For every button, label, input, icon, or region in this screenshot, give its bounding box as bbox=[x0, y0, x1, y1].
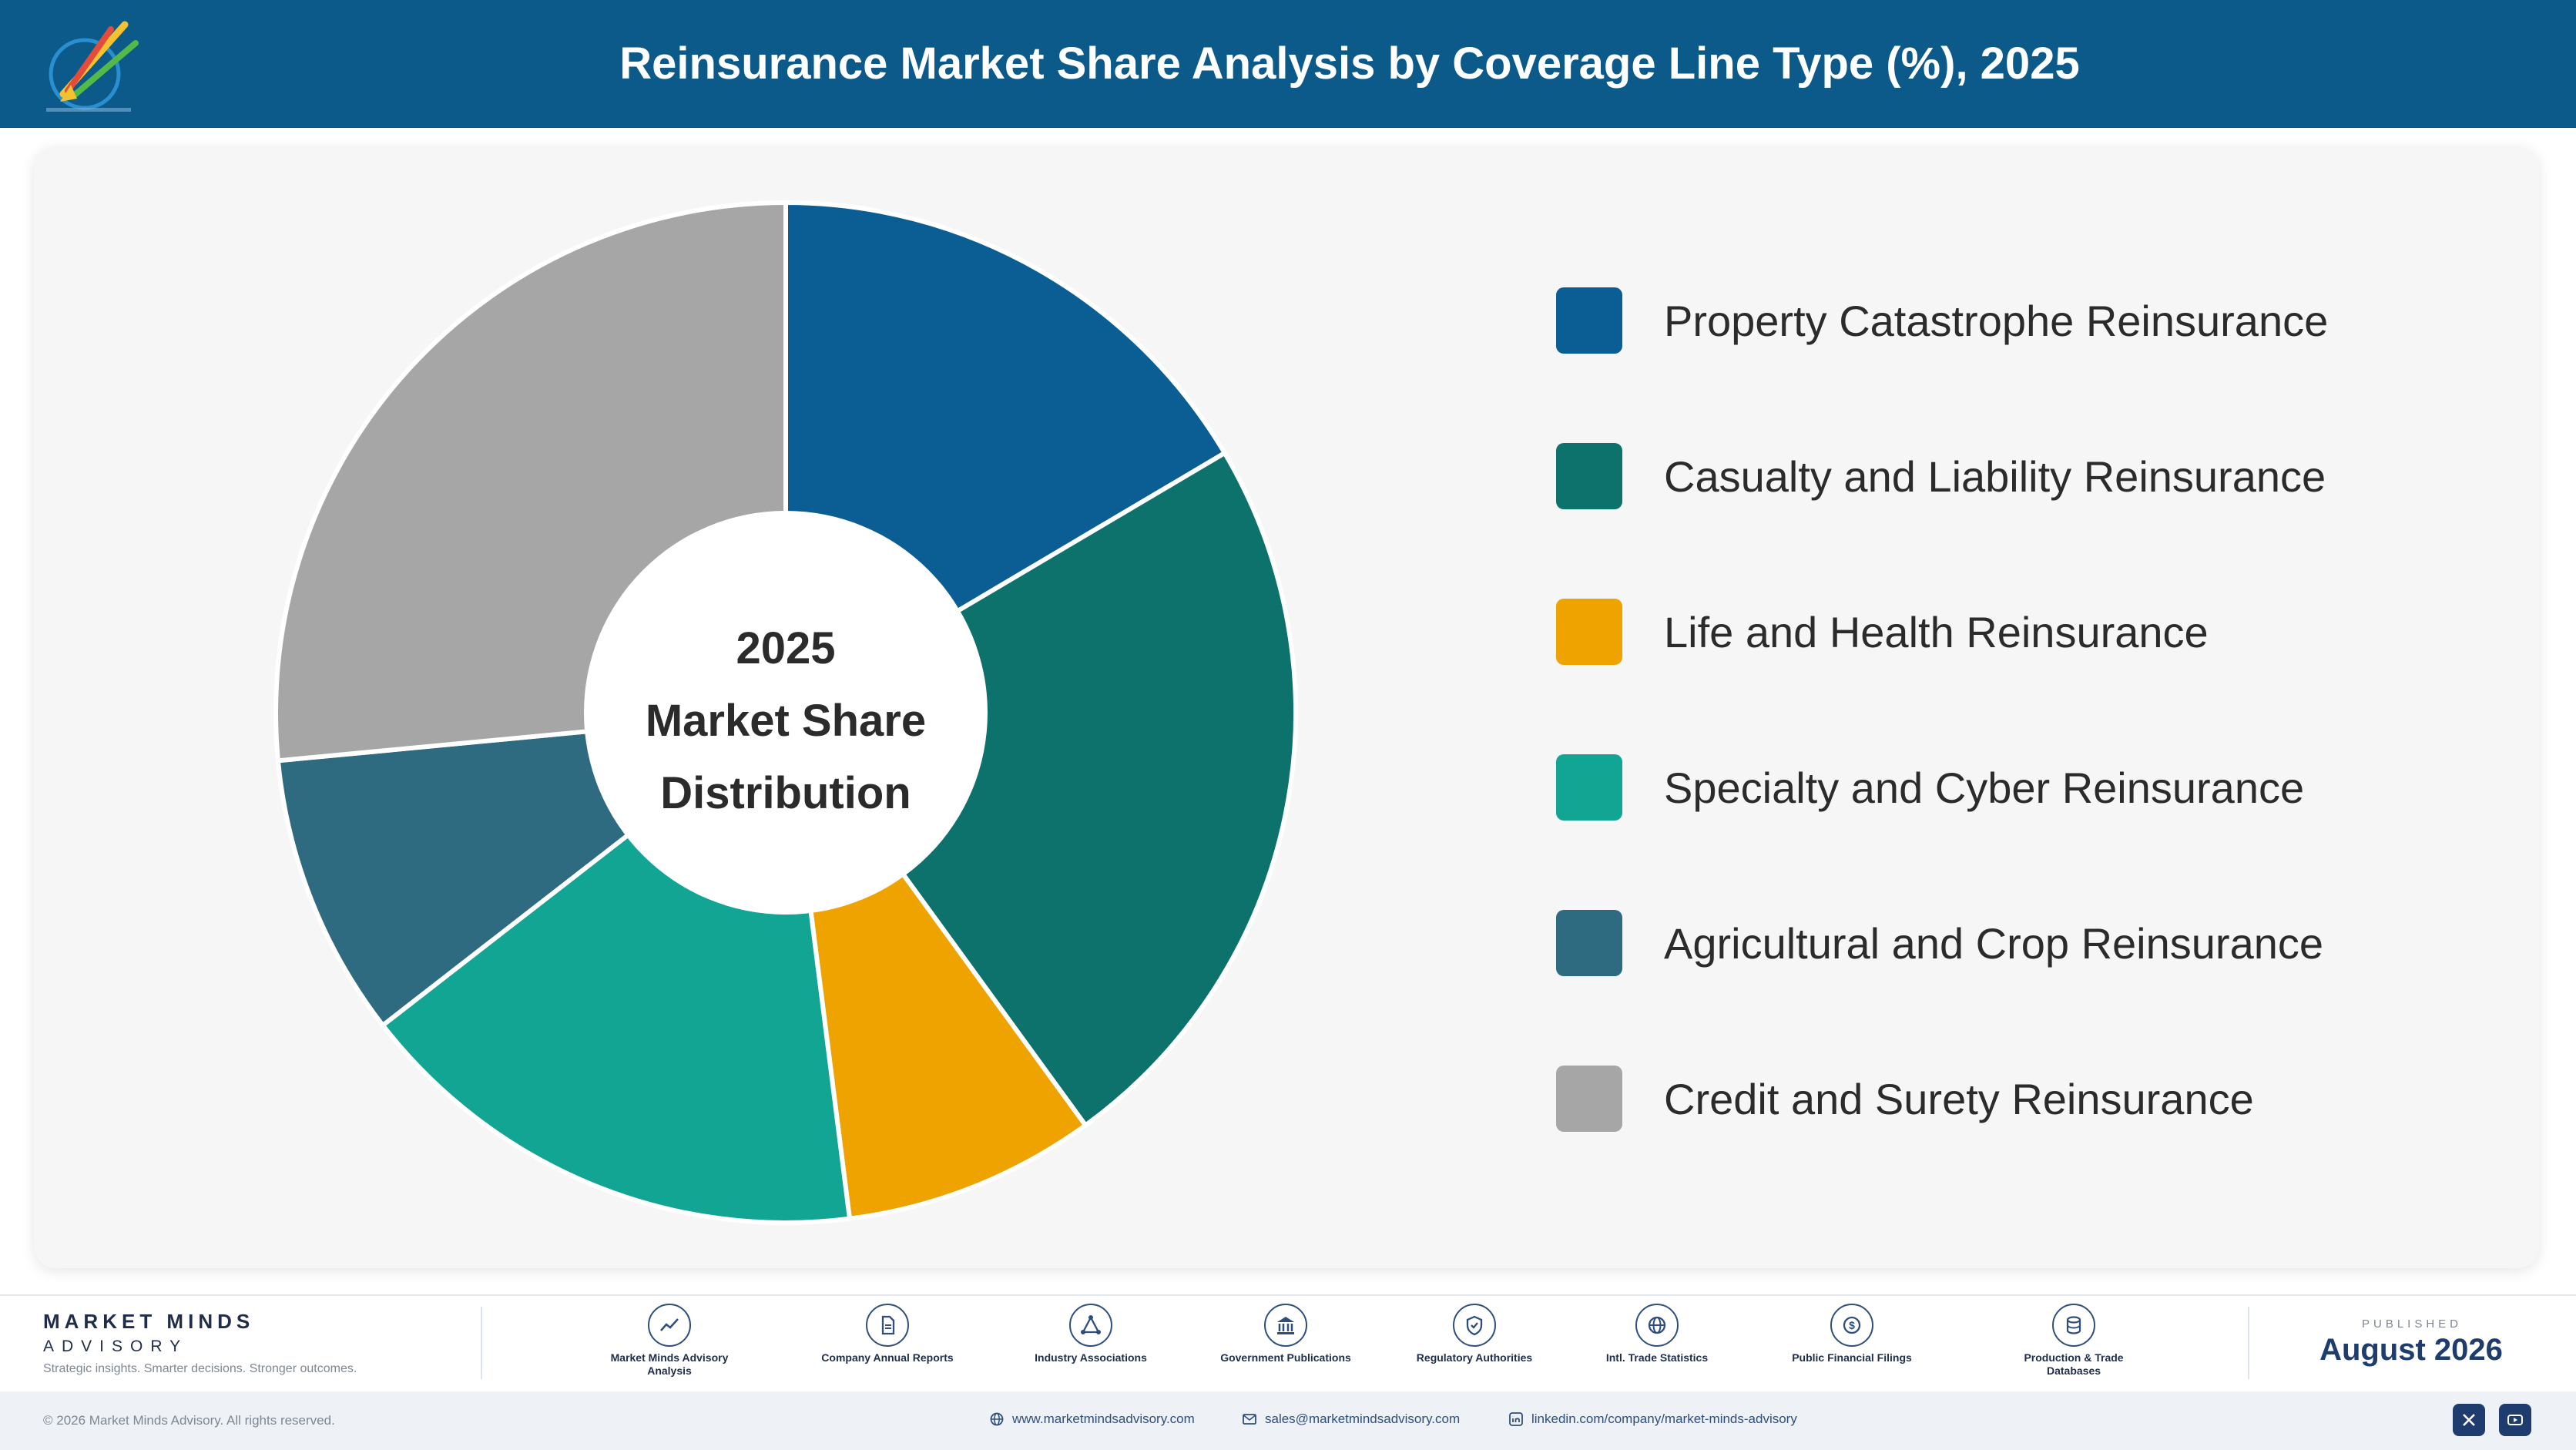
published-date: August 2026 bbox=[2319, 1333, 2503, 1367]
building-icon bbox=[1264, 1304, 1307, 1347]
legend-label: Casualty and Liability Reinsurance bbox=[1664, 451, 2326, 501]
email-link[interactable]: sales@marketmindsadvisory.com bbox=[1242, 1411, 1460, 1427]
source-label: Public Financial Filings bbox=[1792, 1351, 1912, 1364]
legend-item[interactable]: Property Catastrophe Reinsurance bbox=[1556, 287, 2328, 354]
legend-swatch bbox=[1556, 287, 1622, 354]
source-label: Company Annual Reports bbox=[821, 1351, 954, 1364]
source-label: Market Minds Advisory Analysis bbox=[610, 1351, 729, 1377]
brand-tagline: Strategic insights. Smarter decisions. S… bbox=[43, 1362, 357, 1375]
legend-swatch bbox=[1556, 599, 1622, 665]
legend-swatch bbox=[1556, 910, 1622, 976]
website-text: www.marketmindsadvisory.com bbox=[1012, 1411, 1195, 1426]
legend-label: Property Catastrophe Reinsurance bbox=[1664, 296, 2329, 345]
globe-icon bbox=[990, 1412, 1004, 1426]
legend-item[interactable]: Credit and Surety Reinsurance bbox=[1556, 1065, 2328, 1133]
source-production-trade-databases: Production & Trade Databases bbox=[1997, 1304, 2151, 1378]
legend-item[interactable]: Casualty and Liability Reinsurance bbox=[1556, 442, 2328, 510]
legend-swatch bbox=[1556, 754, 1622, 821]
database-icon bbox=[2052, 1304, 2095, 1347]
chart-title: Reinsurance Market Share Analysis by Cov… bbox=[619, 39, 2080, 89]
legend-item[interactable]: Specialty and Cyber Reinsurance bbox=[1556, 754, 2328, 821]
linkedin-link[interactable]: linkedin.com/company/market-minds-adviso… bbox=[1508, 1411, 1797, 1427]
source-industry-associations: Industry Associations bbox=[1014, 1304, 1168, 1364]
source-regulatory-authorities: Regulatory Authorities bbox=[1397, 1304, 1551, 1364]
legend-item[interactable]: Agricultural and Crop Reinsurance bbox=[1556, 909, 2328, 977]
x-logo-icon bbox=[2463, 1414, 2475, 1426]
legend-item[interactable]: Life and Health Reinsurance bbox=[1556, 598, 2328, 666]
source-label: Industry Associations bbox=[1035, 1351, 1147, 1364]
center-text-line3: Distribution bbox=[660, 768, 911, 818]
pie-slice-casualty-and-liability-reinsurance[interactable] bbox=[783, 451, 1298, 1128]
center-text-line2: Market Share bbox=[645, 696, 927, 746]
youtube-social-button[interactable] bbox=[2499, 1404, 2531, 1436]
published-label: PUBLISHED bbox=[2361, 1317, 2463, 1331]
header-bar bbox=[0, 0, 2576, 128]
linkedin-icon bbox=[1509, 1412, 1523, 1426]
footer-divider bbox=[481, 1307, 482, 1379]
legend-label: Life and Health Reinsurance bbox=[1664, 607, 2209, 656]
network-icon bbox=[1069, 1304, 1112, 1347]
legend-label: Agricultural and Crop Reinsurance bbox=[1664, 918, 2323, 968]
website-link[interactable]: www.marketmindsadvisory.com bbox=[989, 1411, 1195, 1427]
source-label: Government Publications bbox=[1220, 1351, 1351, 1364]
source-market-minds-analysis: Market Minds Advisory Analysis bbox=[592, 1304, 746, 1378]
legend: Property Catastrophe Reinsurance Casualt… bbox=[1556, 287, 2328, 1220]
source-label: Production & Trade Databases bbox=[2024, 1351, 2124, 1377]
brand-name: MARKET MINDS bbox=[43, 1310, 255, 1333]
footer-divider bbox=[2248, 1307, 2249, 1379]
x-social-button[interactable] bbox=[2453, 1404, 2485, 1436]
linkedin-text: linkedin.com/company/market-minds-adviso… bbox=[1531, 1411, 1797, 1426]
dollar-icon: $ bbox=[1830, 1304, 1873, 1347]
globe-icon bbox=[1635, 1304, 1679, 1347]
brand-subtitle: ADVISORY bbox=[43, 1338, 189, 1355]
source-company-annual-reports: Company Annual Reports bbox=[810, 1304, 964, 1364]
legend-swatch bbox=[1556, 1066, 1622, 1132]
trend-icon bbox=[648, 1304, 691, 1347]
source-public-financial-filings: $ Public Financial Filings bbox=[1775, 1304, 1929, 1364]
legend-swatch bbox=[1556, 443, 1622, 509]
legend-label: Specialty and Cyber Reinsurance bbox=[1664, 763, 2305, 812]
source-label: Regulatory Authorities bbox=[1416, 1351, 1533, 1364]
mail-icon bbox=[1243, 1414, 1256, 1425]
legend-label: Credit and Surety Reinsurance bbox=[1664, 1074, 2254, 1123]
source-government-publications: Government Publications bbox=[1209, 1304, 1363, 1364]
source-intl-trade-statistics: Intl. Trade Statistics bbox=[1580, 1304, 1734, 1364]
svg-text:$: $ bbox=[1849, 1319, 1855, 1331]
source-label: Intl. Trade Statistics bbox=[1605, 1351, 1709, 1364]
shield-icon bbox=[1453, 1304, 1496, 1347]
company-logo bbox=[46, 21, 139, 112]
copyright-text: © 2026 Market Minds Advisory. All rights… bbox=[43, 1413, 335, 1428]
footer-contact-bar bbox=[0, 1391, 2576, 1450]
youtube-icon bbox=[2507, 1415, 2523, 1425]
email-text: sales@marketmindsadvisory.com bbox=[1265, 1411, 1461, 1426]
center-text-year: 2025 bbox=[736, 623, 836, 673]
document-icon bbox=[866, 1304, 909, 1347]
